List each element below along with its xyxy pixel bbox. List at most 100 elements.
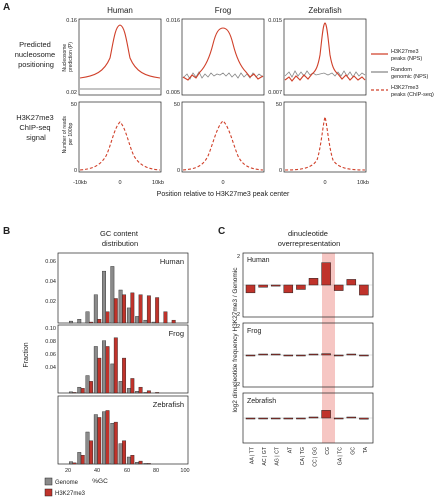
dinuc-category-label-5: CC | GG [313,447,319,467]
zebrafish-genome-bar-6 [110,423,115,465]
human-h3k27me3-bar-10 [146,295,151,324]
human-h3k27me3-bar-3 [89,321,93,324]
frog-genome-bar-7 [118,381,123,394]
frog-genome-bar-3 [85,375,90,394]
frog-gc-ytick-010: 0.10 [45,326,56,332]
zebrafish-genome-bar-2 [77,452,82,465]
frog-dinuc-bar-7 [333,354,344,357]
gc-xtick-20: 20 [65,468,71,474]
zebrafish-top-tick-high: 0.015 [268,18,282,24]
dinuc-ytick-minus2-top: -2 [235,312,240,318]
panel-c: dinucleotide overrepresentation log2 din… [232,229,374,467]
human-dinuc-bar-1 [258,284,268,288]
zebrafish-dinuc-bar-2 [270,417,281,420]
frog-bottom-tick-high: 50 [174,102,180,108]
human-genome-bar-3 [85,311,90,324]
human-bottom-tick-high: 50 [71,102,77,108]
legend-genome-swatch [44,477,53,486]
frog-genome-bar-2 [77,386,82,394]
panel-letter-b: B [3,226,10,237]
zebrafish-genome-bar-10 [143,463,148,465]
dinuc-category-label-0: AA | TT [250,446,256,464]
frog-chipseq-plot [181,101,265,173]
zebrafish-genome-bar-8 [126,456,131,465]
column-title-frog: Frog [215,6,231,15]
frog-genome-bar-6 [110,363,115,394]
human-dinuc-bar-8 [346,279,357,286]
gc-x-title: %GC [92,478,108,485]
dinuc-ytick-minus2-mid: -2 [235,382,240,388]
frog-h3k27me3-bar-3 [89,381,93,394]
frog-gc-label: Frog [169,329,184,338]
zebrafish-chipseq-curve [284,114,366,171]
frog-h3k27me3-bar-8 [130,378,135,394]
frog-h3k27me3-bar-10 [146,390,151,394]
frog-dinuc-bar-0 [245,354,256,357]
human-h3k27me3-bar-8 [130,292,135,324]
gc-histogram-bars [69,266,176,465]
panel-c-title: dinucleotide overrepresentation [278,229,341,248]
zebrafish-dinuc-bar-3 [283,417,294,420]
human-dinuc-label: Human [247,257,270,264]
human-genome-bar-1 [69,320,73,324]
zebrafish-bottom-tick-low: 0 [279,168,282,174]
frog-x-tick-center: 0 [221,180,224,186]
human-genome-bar-6 [110,266,115,324]
panel-a-legend: H3K27me3 peaks (NPS) Random genomic (NPS… [371,49,434,98]
human-genome-bar-9 [135,316,140,324]
zebrafish-genome-bar-1 [69,461,73,465]
human-chipseq-plot [78,101,162,173]
frog-random-genomic-curve [182,71,264,80]
zebrafish-dinuc-bar-9 [359,417,369,420]
human-genome-bar-11 [151,321,156,324]
dinuc-category-label-3: AT [287,446,293,453]
frog-dinuc-bar-8 [346,353,357,356]
zebrafish-gc-label: Zebrafish [153,400,184,409]
zebrafish-h3k27me3-bar-3 [89,440,93,465]
legend-h3k27me3-label: H3K27me3 [55,491,86,497]
frog-dinuc-bar-6 [321,353,331,356]
frog-dinuc-bar-9 [359,354,369,357]
human-dinuc-bar-5 [308,278,319,286]
cg-highlight-band [322,253,335,443]
panel-letter-a: A [3,2,10,13]
frog-genome-bar-4 [93,346,98,394]
zebrafish-h3k27me3-bar-6 [113,421,118,465]
human-top-tick-high: 0.16 [66,18,77,24]
panel-b-y-title: Fraction [23,342,30,367]
human-h3k27me3-bar-7 [122,294,127,324]
zebrafish-genome-bar-7 [118,443,123,465]
row-label-bottom: H3K27me3 ChIP-seq signal [16,113,56,142]
human-dinuc-bar-4 [296,284,306,290]
dinuc-category-label-8: GC [350,447,356,455]
human-gc-ytick-002: 0.02 [45,299,56,305]
frog-h3k27me3-bar-2 [80,388,85,394]
gc-xtick-80: 80 [153,468,159,474]
frog-gc-ytick-006: 0.06 [45,352,56,358]
legend-genome-label: Genome [55,480,79,486]
zebrafish-dinuc-bar-0 [245,417,256,420]
bottom-y-title: Number of reads per 100bp [62,115,74,154]
human-genome-bar-10 [143,319,148,324]
dinuc-category-label-9: TA [363,446,369,453]
frog-h3k27me3-bar-7 [122,357,127,394]
frog-chipseq-curve [182,120,264,171]
frog-gc-ytick-004: 0.04 [45,365,56,371]
zebrafish-dinuc-bar-8 [346,416,357,419]
human-h3k27me3-bar-6 [113,298,118,324]
dinuc-category-label-7: GA | TC [338,447,344,466]
zebrafish-dinuc-label: Zebrafish [247,398,276,405]
human-h3k27me3-nps-curve [79,24,161,79]
zebrafish-chipseq-plot [283,101,367,173]
zebrafish-h3k27me3-bar-5 [105,410,110,465]
panel-b: GC content distribution Fraction Human F… [23,229,190,497]
frog-top-tick-low: 0.005 [166,90,180,96]
human-dinuc-bar-7 [333,284,344,291]
human-dinuc-bar-3 [283,284,294,294]
human-gc-ytick-006: 0.06 [45,259,56,265]
dinuc-ytick-2-mid: 2 [237,324,240,330]
zebrafish-h3k27me3-bar-2 [80,455,85,465]
zebrafish-random-genomic-curve [284,70,366,78]
frog-h3k27me3-bar-1 [72,392,77,394]
